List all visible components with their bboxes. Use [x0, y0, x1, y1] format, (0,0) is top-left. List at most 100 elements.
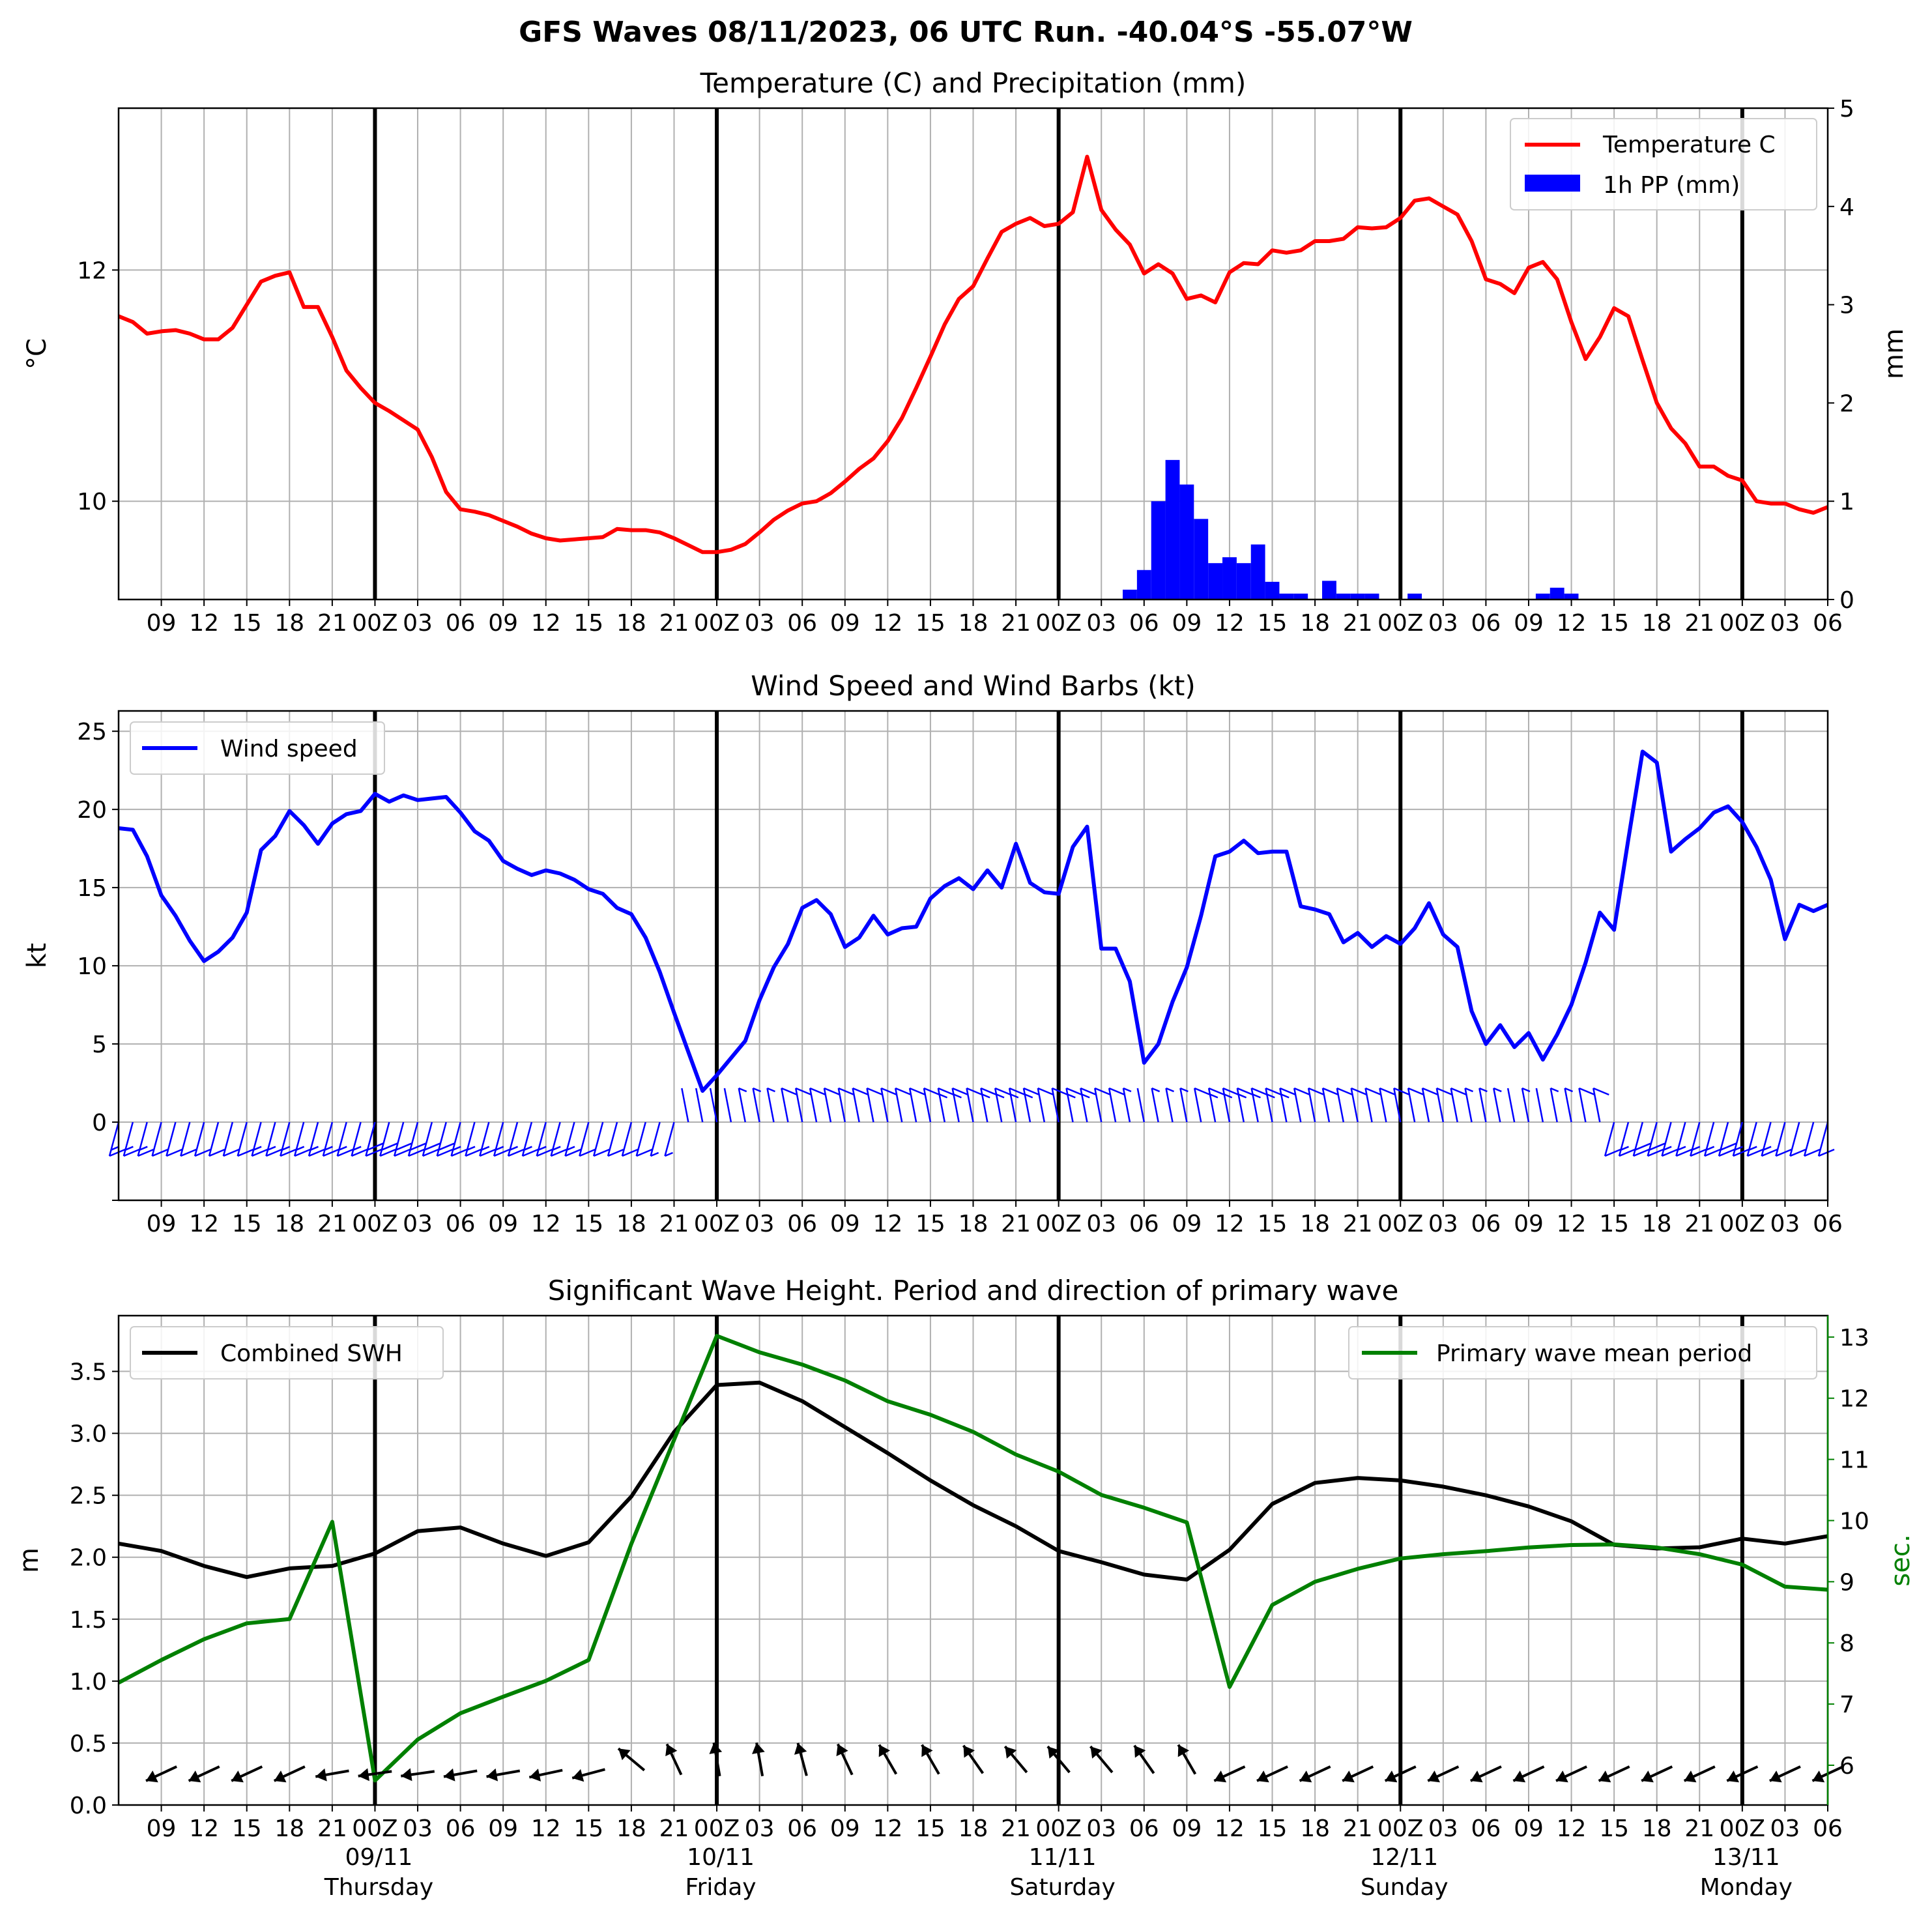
x-tick-label: 00Z — [1377, 610, 1423, 637]
wind-barb-half-feather — [267, 1146, 276, 1151]
y-tick-label: 1.0 — [70, 1669, 107, 1696]
wind-barb-shaft — [1493, 1088, 1501, 1123]
precip-bar — [1236, 563, 1251, 599]
wind-barb-shaft — [1761, 1121, 1772, 1157]
x-tick-label: 00Z — [1377, 1815, 1423, 1842]
wind-barb-shaft — [937, 1088, 946, 1123]
x-tick-label: 00Z — [694, 1815, 740, 1842]
day-name-label: Monday — [1700, 1874, 1793, 1901]
x-tick-label: 15 — [916, 610, 945, 637]
x-tick-label: 21 — [1001, 610, 1031, 637]
wind-barb-shaft — [293, 1121, 305, 1157]
x-tick-label: 09 — [147, 1211, 177, 1237]
wave-direction-arrow-head — [1641, 1770, 1654, 1783]
wind-barb-shaft — [695, 1088, 704, 1123]
wind-barb-feather — [1690, 1148, 1707, 1157]
wind-barb-shaft — [621, 1121, 633, 1157]
wind-barb-shaft — [1718, 1121, 1729, 1157]
wave-panel: Significant Wave Height. Period and dire… — [14, 1275, 1916, 1901]
x-tick-label: 06 — [1471, 1815, 1501, 1842]
wind-barb-shaft — [1194, 1088, 1202, 1123]
x-tick-label: 12 — [1215, 610, 1245, 637]
wind-barb-half-feather — [296, 1146, 305, 1151]
wave-direction-arrow-head — [1598, 1770, 1611, 1783]
wave-direction-arrow-head — [146, 1770, 158, 1783]
wind-barb-feather — [1080, 1087, 1097, 1096]
wind-barb-feather — [1593, 1087, 1609, 1096]
x-tick-label: 03 — [745, 1815, 775, 1842]
wind-barb-feather — [980, 1087, 997, 1096]
y2-tick-label: 3 — [1839, 293, 1854, 319]
wind-barb-feather — [337, 1148, 354, 1157]
wave-direction-arrow-head — [315, 1768, 327, 1782]
wind-barb-shaft — [1435, 1088, 1445, 1123]
legend-swatch-precip — [1525, 175, 1580, 192]
wind-barb-feather — [493, 1148, 510, 1157]
x-tick-label: 09 — [488, 610, 518, 637]
x-tick-label: 00Z — [1377, 1211, 1423, 1237]
legend-box — [130, 721, 385, 775]
wind-barb-feather — [1037, 1087, 1054, 1096]
wave-direction-arrow-head — [1684, 1770, 1697, 1783]
x-tick-label: 15 — [916, 1815, 945, 1842]
x-tick-label: 03 — [1086, 1815, 1116, 1842]
wind-barb-shaft — [1108, 1088, 1117, 1123]
wind-barb-half-feather — [1179, 1087, 1189, 1093]
x-tick-label: 12 — [531, 610, 561, 637]
wind-barb-shaft — [336, 1121, 347, 1157]
x-tick-label: 15 — [1258, 610, 1288, 637]
x-tick-label: 03 — [1428, 1815, 1458, 1842]
day-date-label: 10/11 — [687, 1844, 755, 1871]
x-tick-label: 09 — [830, 1211, 860, 1237]
wind-barb-feather — [1407, 1087, 1424, 1096]
wind-barb-shaft — [951, 1088, 960, 1123]
x-tick-label: 00Z — [1720, 610, 1765, 637]
x-tick-label: 03 — [1770, 1211, 1800, 1237]
wave-direction-arrow-head — [486, 1768, 498, 1782]
x-tick-label: 15 — [1599, 1211, 1629, 1237]
x-tick-label: 12 — [872, 1211, 902, 1237]
wind-barb-feather — [1747, 1148, 1764, 1157]
wind-barb-shaft — [794, 1088, 803, 1123]
wind-barb-shaft — [635, 1121, 646, 1157]
x-tick-label: 00Z — [1720, 1211, 1765, 1237]
precip-bar — [1407, 593, 1422, 599]
wind-barb-feather — [308, 1148, 325, 1157]
wind-barb-shaft — [966, 1088, 974, 1123]
wave-direction-arrow-head — [231, 1770, 244, 1783]
wind-barb-half-feather — [1663, 1146, 1672, 1151]
wind-barb-half-feather — [650, 1151, 659, 1157]
wind-barb-feather — [451, 1148, 468, 1157]
precip-bar — [1208, 563, 1223, 599]
wind-barb-feather — [909, 1087, 926, 1096]
wind-barb-shaft — [1336, 1088, 1345, 1123]
wind-barb-half-feather — [1024, 1093, 1033, 1099]
wind-barb-shaft — [781, 1088, 789, 1123]
x-tick-label: 03 — [745, 610, 775, 637]
wind-barb-half-feather — [1280, 1093, 1290, 1099]
wind-barb-shaft — [507, 1121, 519, 1157]
x-tick-label: 03 — [1428, 1211, 1458, 1237]
y2-axis-label: mm — [1879, 328, 1909, 379]
wind-barb-shaft — [1250, 1088, 1259, 1123]
precip-bar — [1179, 484, 1194, 599]
x-tick-label: 18 — [616, 1211, 646, 1237]
wind-barb-feather — [1662, 1148, 1679, 1157]
x-tick-label: 15 — [1599, 610, 1629, 637]
wind-barb-feather — [1322, 1087, 1339, 1096]
wind-barb-feather — [223, 1148, 240, 1157]
wind-barb-shaft — [436, 1121, 447, 1157]
wind-barb-shaft — [1564, 1088, 1572, 1123]
wind-barb-half-feather — [753, 1087, 762, 1093]
wind-barb-feather — [323, 1148, 339, 1157]
wind-barb-feather — [1293, 1087, 1310, 1096]
wave-direction-arrow-head — [1177, 1744, 1190, 1757]
wind-barb-feather — [1634, 1142, 1651, 1151]
wind-barb-shaft — [1690, 1121, 1701, 1157]
wind-barb-feather — [1308, 1087, 1325, 1096]
x-tick-label: 09 — [830, 610, 860, 637]
wind-barb-half-feather — [1521, 1087, 1531, 1093]
precip-bar — [1151, 501, 1166, 599]
x-tick-label: 06 — [1471, 1211, 1501, 1237]
